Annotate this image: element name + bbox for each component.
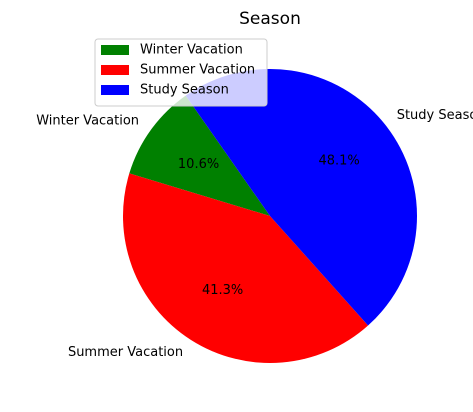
legend-label-summer-vacation: Summer Vacation [140, 63, 255, 78]
legend: Winter Vacation Summer Vacation Study Seas… [94, 38, 268, 107]
slices-layer [123, 68, 418, 363]
legend-swatch-winter-vacation [101, 45, 129, 55]
pie-slice-study-season [185, 68, 418, 326]
legend-label-winter-vacation: Winter Vacation [140, 43, 243, 58]
legend-box [94, 38, 268, 107]
percent-label-winter-vacation: 10.6% [178, 157, 219, 172]
pie-slice-summer-vacation [123, 173, 369, 363]
outer-labels-layer: Winter Vacation Summer Vacation Study Seas… [36, 108, 473, 360]
legend-swatch-summer-vacation [101, 65, 129, 75]
chart-title: Season [239, 9, 301, 29]
percent-label-summer-vacation: 41.3% [202, 283, 243, 298]
pie-slice-winter-vacation [129, 95, 270, 216]
outer-label-study-season: Study Season [397, 108, 473, 123]
legend-swatch-study-season [101, 85, 129, 95]
outer-label-summer-vacation: Summer Vacation [68, 345, 183, 360]
legend-label-study-season: Study Season [140, 83, 229, 98]
percent-label-study-season: 48.1% [318, 154, 359, 169]
percent-labels-layer: 10.6% 41.3% 48.1% [178, 154, 360, 298]
outer-label-winter-vacation: Winter Vacation [36, 114, 139, 129]
